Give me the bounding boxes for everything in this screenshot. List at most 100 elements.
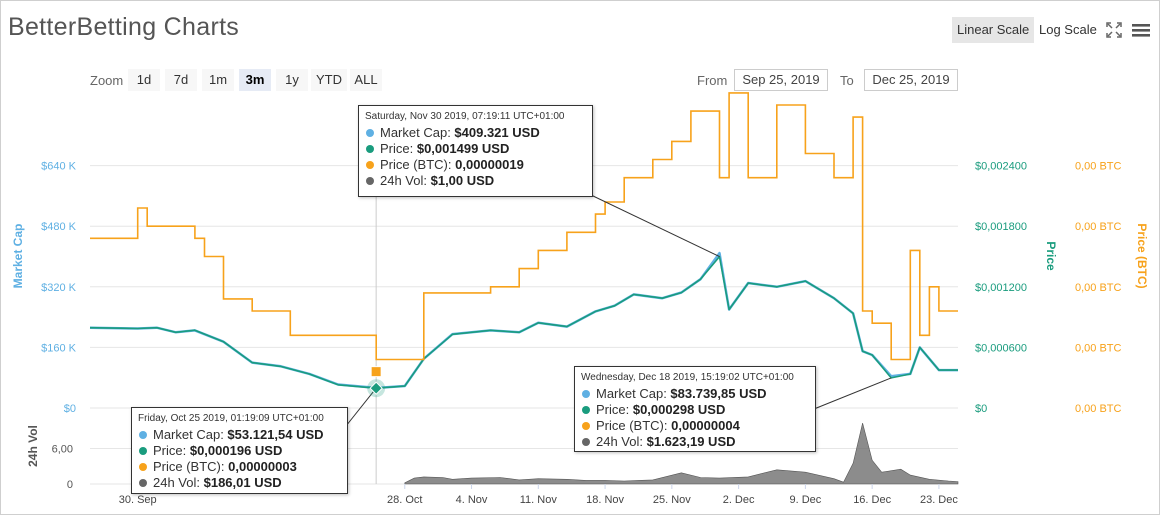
tooltip-row-label: Price (BTC): <box>380 157 456 172</box>
market-cap-tick-label: $0 <box>64 403 76 415</box>
volume-dot-icon <box>139 479 147 487</box>
volume-axis-title: 24h Vol <box>26 425 40 467</box>
price-btc-tick-label: 0,00 BTC <box>1075 221 1122 233</box>
fullscreen-icon[interactable] <box>1105 21 1123 39</box>
price-btc-axis-title: Price (BTC) <box>1135 223 1149 288</box>
linear-scale-button[interactable]: Linear Scale <box>952 17 1035 43</box>
price-tick-label: $0,001200 <box>975 282 1027 294</box>
tooltip-row-price: Price: $0,000196 USD <box>139 443 347 459</box>
price-btc-tick-label: 0,00 BTC <box>1075 403 1122 415</box>
range-button-all[interactable]: ALL <box>350 69 382 91</box>
volume-tick-label: 6,00 <box>52 444 73 456</box>
tooltip-row-label: Price: <box>596 402 633 417</box>
tooltip-row-label: Market Cap: <box>596 386 671 401</box>
tooltip-row-label: Price (BTC): <box>596 418 672 433</box>
x-tick-label: 4. Nov <box>456 494 488 506</box>
x-tick-label: 11. Nov <box>520 494 558 506</box>
chart-title: BetterBetting Charts <box>8 13 240 41</box>
tooltip-row-label: 24h Vol: <box>153 475 204 490</box>
x-tick-label: 9. Dec <box>789 494 821 506</box>
price-dot-icon <box>582 406 590 414</box>
price-tick-label: $0,000600 <box>975 342 1027 354</box>
hamburger-menu-icon[interactable] <box>1131 21 1150 39</box>
market-cap-line <box>89 251 958 390</box>
market-cap-dot-icon <box>366 129 374 137</box>
tooltip-row-market-cap: Market Cap: $83.739,85 USD <box>582 386 815 402</box>
market-cap-tick-label: $160 K <box>41 342 77 354</box>
tooltip-row-value: $83.739,85 USD <box>670 386 767 401</box>
x-tick-label: 23. Dec <box>920 494 958 506</box>
tooltip-connector-line <box>590 194 720 258</box>
market-cap-tick-label: $320 K <box>41 282 77 294</box>
range-button-1m[interactable]: 1m <box>202 69 234 91</box>
x-tick-label: 30. Sep <box>119 494 157 506</box>
tooltip-row-value: $1.623,19 USD <box>646 434 736 449</box>
range-button-1d[interactable]: 1d <box>128 69 160 91</box>
range-button-1y[interactable]: 1y <box>276 69 308 91</box>
price-btc-dot-icon <box>582 422 590 430</box>
volume-dot-icon <box>582 438 590 446</box>
tooltip-row-value: 0,00000003 <box>228 459 297 474</box>
price-dot-icon <box>139 447 147 455</box>
tooltip-nov-30: Saturday, Nov 30 2019, 07:19:11 UTC+01:0… <box>358 105 593 197</box>
tooltip-row-value: $0,000298 USD <box>632 402 726 417</box>
volume-dot-icon <box>366 177 374 185</box>
tooltip-row-market-cap: Market Cap: $409.321 USD <box>366 125 592 141</box>
tooltip-row-price-btc: Price (BTC): 0,00000004 <box>582 418 815 434</box>
price-tick-label: $0,002400 <box>975 161 1027 173</box>
price-btc-line <box>90 92 958 361</box>
market-cap-axis-title: Market Cap <box>11 224 25 289</box>
tooltip-header: Friday, Oct 25 2019, 01:19:09 UTC+01:00 <box>138 413 324 424</box>
market-cap-dot-icon <box>139 431 147 439</box>
tooltip-header: Saturday, Nov 30 2019, 07:19:11 UTC+01:0… <box>365 111 565 122</box>
tooltip-row-value: 0,00000019 <box>455 157 524 172</box>
tooltip-row-value: $186,01 USD <box>203 475 282 490</box>
market-cap-dot-icon <box>582 390 590 398</box>
tooltip-row-label: 24h Vol: <box>596 434 647 449</box>
x-tick-label: 2. Dec <box>723 494 755 506</box>
tooltip-row-label: Market Cap: <box>153 427 228 442</box>
tooltip-row-value: $1,00 USD <box>430 173 495 188</box>
tooltip-row-price-btc: Price (BTC): 0,00000003 <box>139 459 347 475</box>
zoom-label: Zoom <box>90 73 124 88</box>
volume-area <box>404 423 959 485</box>
log-scale-button[interactable]: Log Scale <box>1039 22 1097 37</box>
tooltip-row-label: Price: <box>380 141 417 156</box>
tooltip-connector-line <box>345 387 377 427</box>
tooltip-row-volume: 24h Vol: $186,01 USD <box>139 475 347 491</box>
price-btc-tick-label: 0,00 BTC <box>1075 282 1122 294</box>
range-button-3m[interactable]: 3m <box>239 69 271 91</box>
tooltip-row-value: $53.121,54 USD <box>227 427 324 442</box>
range-button-ytd[interactable]: YTD <box>311 69 347 91</box>
price-btc-tick-label: 0,00 BTC <box>1075 161 1122 173</box>
price-btc-marker <box>370 366 382 378</box>
to-date-input[interactable]: Dec 25, 2019 <box>864 69 958 91</box>
tooltip-row-price: Price: $0,001499 USD <box>366 141 592 157</box>
from-date-input[interactable]: Sep 25, 2019 <box>734 69 828 91</box>
price-btc-tick-label: 0,00 BTC <box>1075 342 1122 354</box>
tooltip-row-value: 0,00000004 <box>671 418 740 433</box>
price-tick-label: $0 <box>975 403 987 415</box>
x-tick-label: 25. Nov <box>653 494 691 506</box>
tooltip-oct-25: Friday, Oct 25 2019, 01:19:09 UTC+01:00 … <box>131 407 348 494</box>
x-tick-label: 28. Oct <box>387 494 422 506</box>
price-axis-title: Price <box>1044 241 1058 271</box>
tooltip-row-label: Price: <box>153 443 190 458</box>
price-dot-icon <box>366 145 374 153</box>
tooltip-row-label: Price (BTC): <box>153 459 229 474</box>
tooltip-header: Wednesday, Dec 18 2019, 15:19:02 UTC+01:… <box>581 372 794 383</box>
tooltip-dec-18: Wednesday, Dec 18 2019, 15:19:02 UTC+01:… <box>574 366 816 452</box>
tooltip-row-price: Price: $0,000298 USD <box>582 402 815 418</box>
price-btc-dot-icon <box>139 463 147 471</box>
market-cap-tick-label: $480 K <box>41 221 77 233</box>
x-tick-label: 18. Nov <box>586 494 624 506</box>
tooltip-row-label: Market Cap: <box>380 125 455 140</box>
tooltip-row-volume: 24h Vol: $1.623,19 USD <box>582 434 815 450</box>
to-label: To <box>840 73 854 88</box>
from-label: From <box>697 73 728 88</box>
range-button-7d[interactable]: 7d <box>165 69 197 91</box>
market-cap-tick-label: $640 K <box>41 161 77 173</box>
price-marker <box>369 381 383 395</box>
tooltip-row-value: $409.321 USD <box>454 125 540 140</box>
